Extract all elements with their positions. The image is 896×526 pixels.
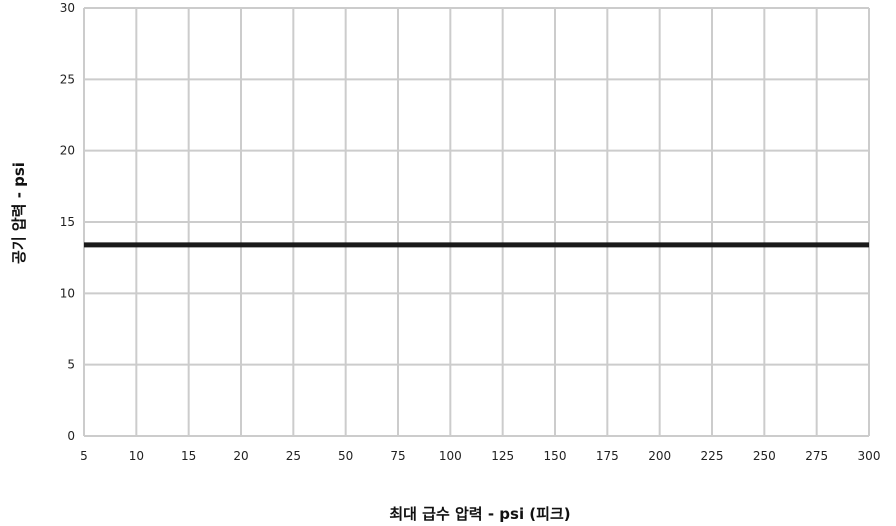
y-tick-label: 0 (67, 429, 75, 443)
x-axis-title: 최대 급수 압력 - psi (피크) (389, 505, 570, 523)
x-tick-label: 250 (753, 449, 776, 463)
x-tick-label: 225 (701, 449, 724, 463)
y-tick-label: 25 (60, 72, 75, 86)
y-axis-ticks: 0 5 10 15 20 25 30 (60, 1, 75, 443)
x-tick-label: 200 (648, 449, 671, 463)
x-tick-label: 10 (129, 449, 144, 463)
x-tick-label: 300 (858, 449, 881, 463)
x-tick-label: 75 (390, 449, 405, 463)
x-axis-ticks: 5 10 15 20 25 50 75 100 125 150 175 200 225 250 275 300 (80, 449, 880, 463)
x-tick-label: 20 (233, 449, 248, 463)
x-tick-label: 5 (80, 449, 88, 463)
grid (83, 7, 870, 437)
x-tick-label: 175 (596, 449, 619, 463)
x-tick-label: 15 (181, 449, 196, 463)
y-tick-label: 30 (60, 1, 75, 15)
y-tick-label: 20 (60, 144, 75, 158)
y-tick-label: 5 (67, 358, 75, 372)
y-tick-label: 10 (60, 286, 75, 300)
x-tick-label: 125 (491, 449, 514, 463)
y-tick-label: 15 (60, 215, 75, 229)
x-tick-label: 50 (338, 449, 353, 463)
y-axis-title: 공기 압력 - psi (10, 162, 28, 264)
x-tick-label: 25 (286, 449, 301, 463)
x-tick-label: 150 (544, 449, 567, 463)
x-tick-label: 100 (439, 449, 462, 463)
x-tick-label: 275 (805, 449, 828, 463)
